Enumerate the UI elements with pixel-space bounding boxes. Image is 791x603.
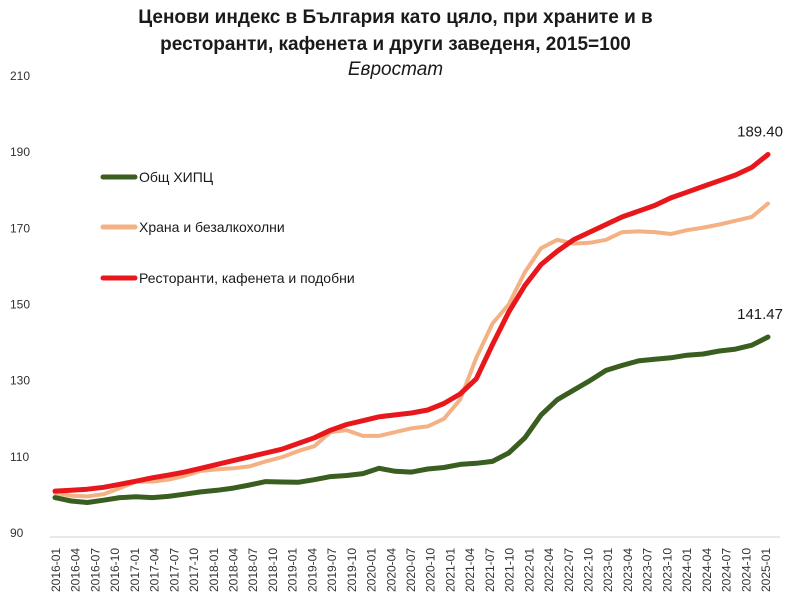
x-tick-label: 2023-04 xyxy=(621,548,635,592)
data-label: 141.47 xyxy=(737,306,783,323)
x-tick-label: 2023-07 xyxy=(641,548,655,592)
x-tick-label: 2022-10 xyxy=(582,548,596,592)
x-tick-label: 2020-04 xyxy=(384,548,398,592)
chart-title-line-1: Ценови индекс в България като цяло, при … xyxy=(138,7,653,28)
series-line xyxy=(52,152,771,494)
y-tick-label: 190 xyxy=(10,145,30,159)
series-lines xyxy=(52,152,771,505)
x-tick-label: 2018-04 xyxy=(227,548,241,592)
chart-title: Ценови индекс в България като цяло, при … xyxy=(0,4,791,58)
x-tick-label: 2024-01 xyxy=(680,548,694,592)
x-tick-label: 2024-07 xyxy=(720,548,734,592)
y-tick-label: 210 xyxy=(10,69,30,83)
x-tick-label: 2017-10 xyxy=(187,548,201,592)
x-tick-label: 2025-01 xyxy=(759,548,773,592)
x-tick-label: 2016-07 xyxy=(88,548,102,592)
x-tick-label: 2017-07 xyxy=(167,548,181,592)
x-tick-label: 2020-07 xyxy=(404,548,418,592)
x-tick-label: 2019-10 xyxy=(345,548,359,592)
x-tick-label: 2021-07 xyxy=(483,548,497,592)
x-tick-label: 2019-04 xyxy=(305,548,319,592)
x-tick-label: 2016-10 xyxy=(108,548,122,592)
x-tick-label: 2024-04 xyxy=(700,548,714,592)
y-tick-label: 130 xyxy=(10,374,30,388)
y-tick-label: 110 xyxy=(10,450,29,464)
x-tick-label: 2016-04 xyxy=(69,548,83,592)
legend-label: Ресторанти, кафенета и подобни xyxy=(139,270,355,286)
y-axis-tick-labels: 90 110 130 150 170 190 210 xyxy=(10,69,30,540)
series-line xyxy=(53,201,770,499)
chart-title-line-2: ресторанти, кафенета и други заведеня, 2… xyxy=(160,34,631,55)
x-tick-label: 2020-01 xyxy=(365,548,379,592)
series-line xyxy=(52,334,771,505)
x-tick-label: 2017-01 xyxy=(128,548,142,592)
legend-label: Храна и безалкохолни xyxy=(139,219,285,235)
data-labels: 141.47 189.40 xyxy=(737,123,783,323)
x-tick-label: 2024-10 xyxy=(739,548,753,592)
x-tick-label: 2021-04 xyxy=(463,548,477,592)
x-tick-label: 2019-07 xyxy=(325,548,339,592)
y-tick-label: 170 xyxy=(10,221,30,235)
x-tick-label: 2020-10 xyxy=(424,548,438,592)
chart-subtitle: Евростат xyxy=(347,59,444,80)
x-tick-label: 2021-01 xyxy=(443,548,457,592)
legend-label: Общ ХИПЦ xyxy=(139,169,214,185)
y-tick-label: 150 xyxy=(10,298,30,312)
x-tick-label: 2018-07 xyxy=(246,548,260,592)
x-tick-label: 2022-01 xyxy=(522,548,536,592)
x-tick-label: 2021-10 xyxy=(503,548,517,592)
data-label: 189.40 xyxy=(737,123,783,140)
x-tick-label: 2023-01 xyxy=(601,548,615,592)
x-tick-label: 2017-04 xyxy=(148,548,162,592)
x-tick-label: 2016-01 xyxy=(49,548,63,592)
x-tick-label: 2023-10 xyxy=(660,548,674,592)
x-tick-label: 2022-07 xyxy=(562,548,576,592)
x-axis-tick-labels: 2016-01 2016-04 2016-07 2016-10 2017-01 2017-… xyxy=(49,548,773,592)
x-tick-label: 2018-10 xyxy=(266,548,280,592)
y-tick-label: 90 xyxy=(10,526,24,540)
x-tick-label: 2018-01 xyxy=(207,548,221,592)
x-tick-label: 2022-04 xyxy=(542,548,556,592)
x-tick-label: 2019-01 xyxy=(286,548,300,592)
legend: Общ ХИПЦ Храна и безалкохолни Ресторанти, … xyxy=(100,169,355,286)
